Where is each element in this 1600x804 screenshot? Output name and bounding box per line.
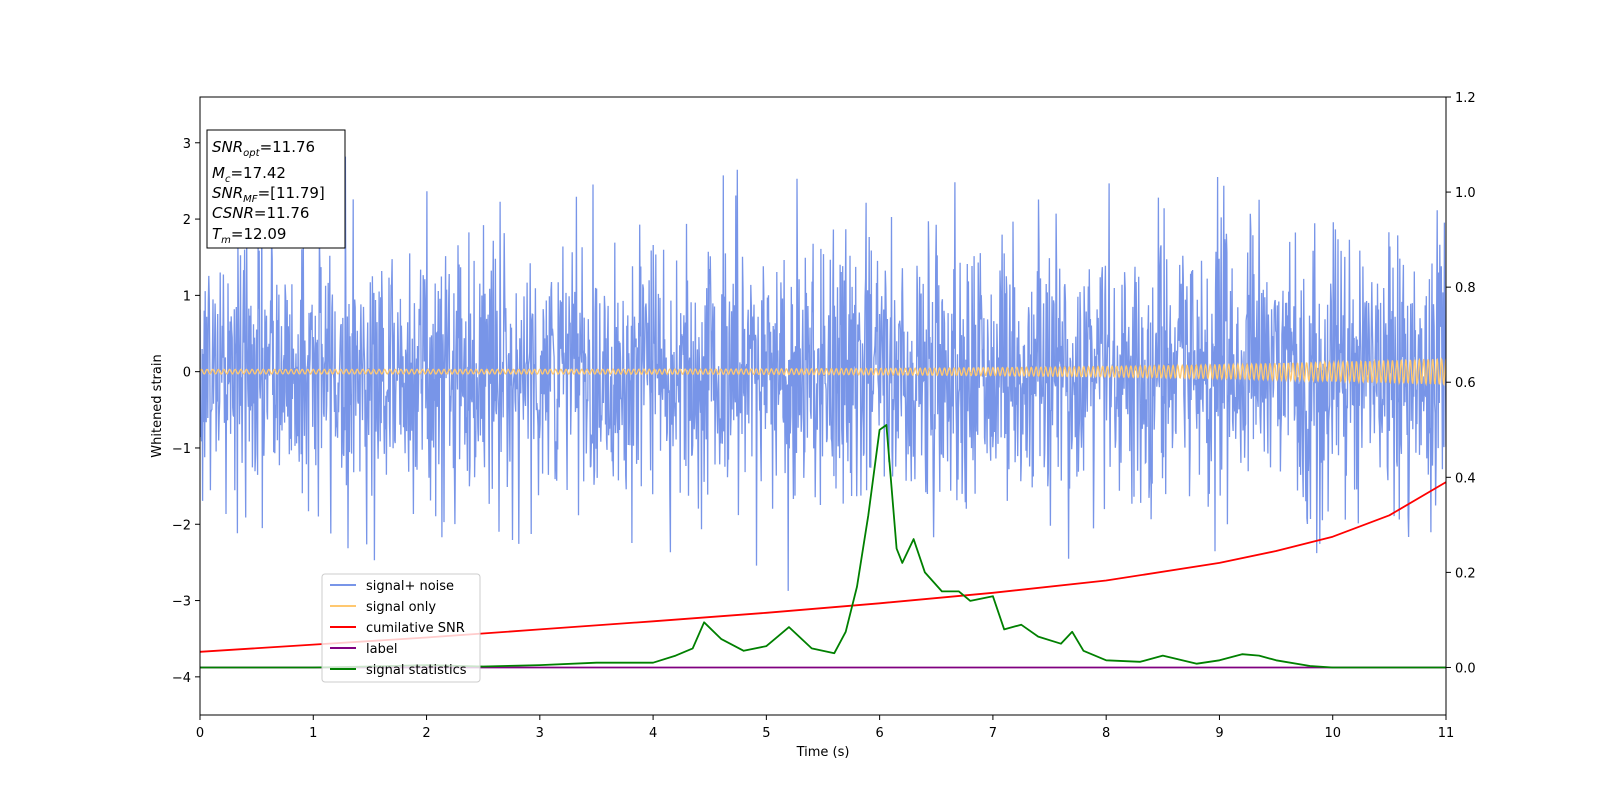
y-right-tick-label: 1.2 bbox=[1455, 91, 1476, 106]
legend: signal+ noise signal only cumilative SNR… bbox=[321, 573, 481, 683]
y-right-tick-label: 0.6 bbox=[1455, 376, 1476, 391]
y-left-tick-label: −4 bbox=[172, 671, 191, 686]
annotation-mc: Mc=17.42 bbox=[212, 164, 286, 185]
x-axis: 0 1 2 3 4 5 6 7 8 9 10 11 bbox=[196, 715, 1454, 741]
x-tick-label: 7 bbox=[989, 726, 997, 741]
legend-label: label bbox=[366, 642, 397, 657]
y-right-tick-label: 1.0 bbox=[1455, 186, 1476, 201]
x-tick-label: 6 bbox=[875, 726, 883, 741]
legend-frame bbox=[321, 573, 481, 683]
axes-frame bbox=[199, 96, 1447, 716]
series-line-signal-only bbox=[200, 356, 1446, 387]
legend-label: cumilative SNR bbox=[366, 621, 465, 636]
legend-item-signal-only: signal only bbox=[330, 600, 436, 615]
annotation-snr-mf: SNRMF=[11.79] bbox=[212, 184, 325, 205]
x-tick-label: 1 bbox=[309, 726, 317, 741]
stats-annotation: SNRopt=11.76 Mc=17.42 SNRMF=[11.79] CSNR… bbox=[206, 129, 346, 249]
series-line-signal-noise bbox=[200, 156, 1446, 591]
y-left-tick-label: −2 bbox=[172, 518, 191, 533]
y-axis-label: Whitened strain bbox=[150, 354, 165, 457]
legend-label: signal statistics bbox=[366, 663, 467, 678]
legend-label: signal only bbox=[366, 600, 436, 615]
legend-item-cumulative-snr: cumilative SNR bbox=[330, 621, 465, 636]
x-tick-label: 4 bbox=[649, 726, 657, 741]
y-right-tick-label: 0.2 bbox=[1455, 566, 1476, 581]
x-tick-label: 9 bbox=[1215, 726, 1223, 741]
y-right-tick-label: 0.4 bbox=[1455, 471, 1476, 486]
x-tick-label: 2 bbox=[422, 726, 430, 741]
y-left-tick-label: 2 bbox=[183, 213, 191, 228]
y-axis-left: −4 −3 −2 −1 0 1 2 3 bbox=[172, 137, 200, 686]
y-axis-right: 0.0 0.2 0.4 0.6 0.8 1.0 1.2 bbox=[1446, 91, 1476, 676]
annotation-box bbox=[206, 129, 346, 249]
y-left-tick-label: −1 bbox=[172, 442, 191, 457]
y-right-tick-label: 0.0 bbox=[1455, 661, 1476, 676]
y-right-tick-label: 0.8 bbox=[1455, 281, 1476, 296]
series-line-signal-statistics bbox=[200, 424, 1446, 669]
x-tick-label: 10 bbox=[1324, 726, 1341, 741]
annotation-csnr: CSNR=11.76 bbox=[212, 204, 309, 222]
legend-item-signal-statistics: signal statistics bbox=[330, 663, 467, 678]
x-tick-label: 0 bbox=[196, 726, 204, 741]
y-left-tick-label: −3 bbox=[172, 595, 191, 610]
x-tick-label: 8 bbox=[1102, 726, 1110, 741]
y-left-tick-label: 3 bbox=[183, 137, 191, 152]
y-left-tick-label: 0 bbox=[183, 366, 191, 381]
annotation-snr-opt: SNRopt=11.76 bbox=[212, 138, 315, 159]
legend-label: signal+ noise bbox=[366, 579, 454, 594]
annotation-tm: Tm=12.09 bbox=[212, 225, 286, 246]
legend-item-label: label bbox=[330, 642, 397, 657]
legend-item-signal-noise: signal+ noise bbox=[330, 579, 454, 594]
x-tick-label: 5 bbox=[762, 726, 770, 741]
x-tick-label: 11 bbox=[1438, 726, 1455, 741]
x-tick-label: 3 bbox=[536, 726, 544, 741]
y-left-tick-label: 1 bbox=[183, 289, 191, 304]
x-axis-label: Time (s) bbox=[796, 745, 850, 760]
